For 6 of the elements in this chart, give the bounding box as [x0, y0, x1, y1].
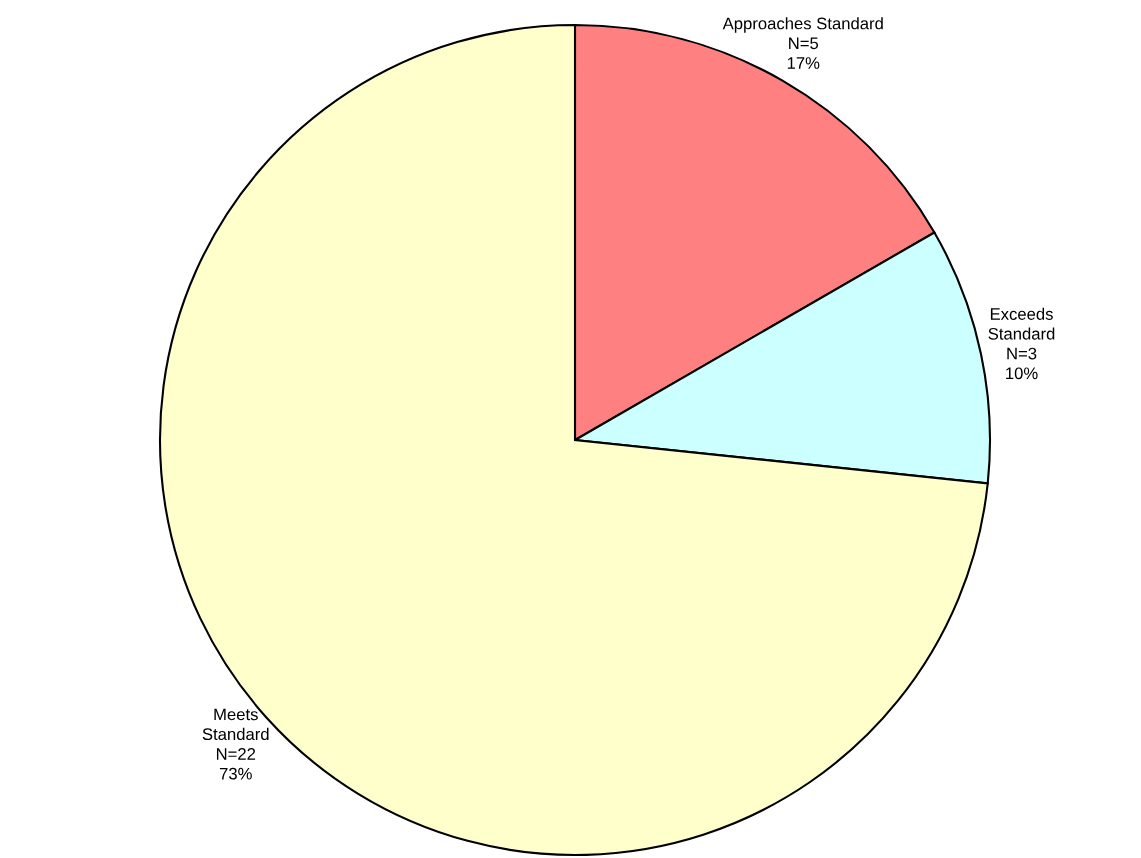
slice-label: Meets Standard — [202, 708, 269, 741]
slice-label: Exceeds Standard — [988, 307, 1055, 340]
data-label: N=3 10% — [1006, 347, 1038, 380]
data-label: N=22 73% — [216, 748, 256, 780]
data-label: N=5 17% — [787, 37, 820, 69]
slice-label: Approaches Standard — [722, 17, 883, 33]
